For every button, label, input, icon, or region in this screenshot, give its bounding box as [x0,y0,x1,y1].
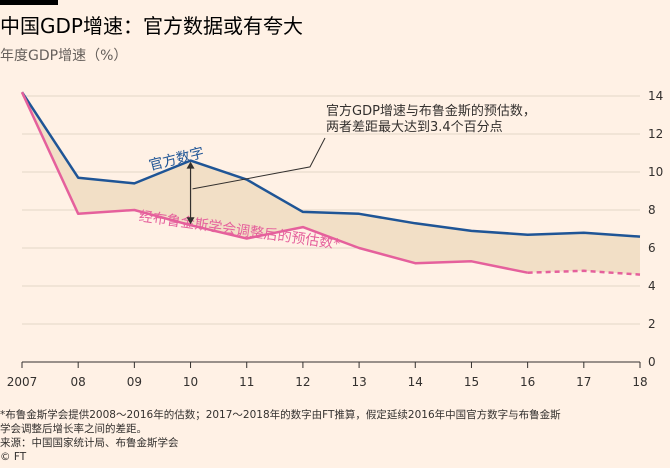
credit-line: © FT [0,451,27,463]
x-tick-label: 18 [632,375,647,389]
x-tick-label: 11 [239,375,254,389]
y-tick-label: 4 [648,279,656,293]
x-tick-label: 10 [183,375,198,389]
x-tick-label: 08 [71,375,86,389]
gap-arrowhead-bottom [186,217,195,225]
y-tick-label: 14 [648,89,663,103]
x-tick-label: 12 [295,375,310,389]
x-tick-label: 16 [520,375,535,389]
annotation-text-line: 两者差距最大达到3.4个百分点 [326,120,503,135]
annotation-text-line: 官方GDP增速与布鲁金斯的预估数， [326,103,536,119]
series-official-line [20,91,641,238]
series-adjusted-line [20,91,528,274]
x-tick-label: 13 [351,375,366,389]
gap-arrowhead-top [186,161,195,169]
footnote-line-1: *布鲁金斯学会提供2008～2016年的估数；2017～2018年的数字由FT推… [0,409,561,421]
y-tick-label: 2 [648,317,656,331]
footnotes: *布鲁金斯学会提供2008～2016年的估数；2017～2018年的数字由FT推… [0,408,668,464]
y-tick-label: 8 [648,203,656,217]
x-tick-label: 14 [408,375,423,389]
footnote-line-2: 学会调整后增长率之间的差距。 [0,423,147,435]
chart-title: 中国GDP增速：官方数据或有夸大 [0,14,303,38]
y-tick-label: 0 [648,355,656,369]
y-tick-label: 6 [648,241,656,255]
x-tick-label: 09 [127,375,142,389]
y-tick-label: 12 [648,127,663,141]
top-rule [0,0,58,5]
series-adjusted-projection [527,269,641,276]
source-line: 来源：中国国家统计局、布鲁金斯学会 [0,437,179,449]
x-tick-label: 15 [464,375,479,389]
x-tick-label: 2007 [7,375,38,389]
x-tick-label: 17 [576,375,591,389]
annotation-leader [192,137,326,190]
chart-subtitle: 年度GDP增速（%） [0,48,128,64]
gap-area [22,92,640,275]
y-tick-label: 10 [648,165,663,179]
